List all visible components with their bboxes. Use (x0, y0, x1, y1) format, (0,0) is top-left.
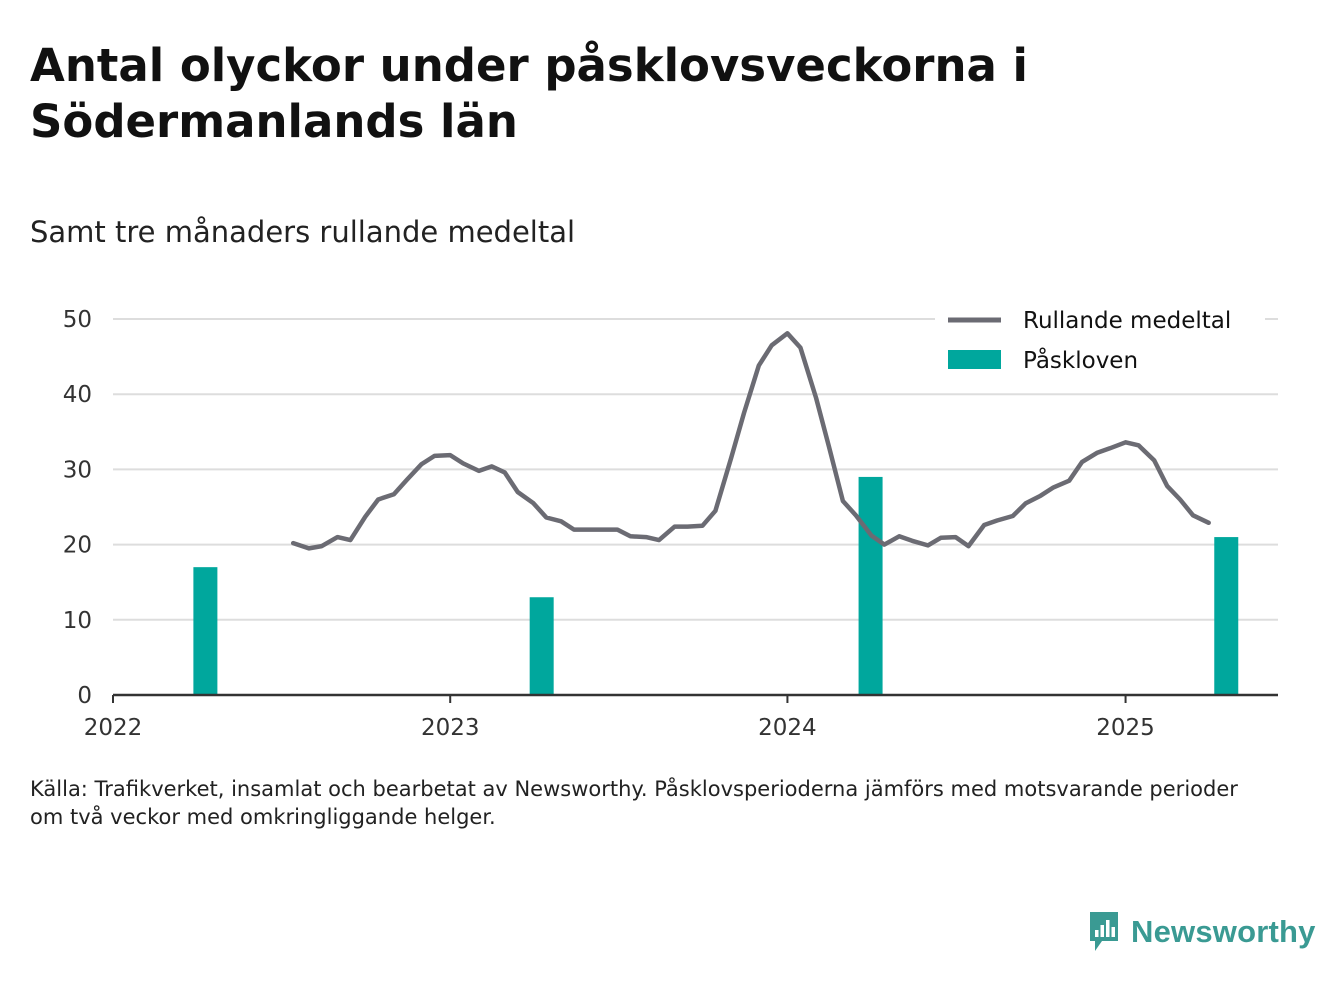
chart-title: Antal olyckor under påsklovsveckorna i S… (30, 39, 1028, 148)
legend-background (935, 298, 1265, 384)
bar (529, 597, 554, 695)
chart-subtitle: Samt tre månaders rullande medeltal (30, 215, 576, 249)
bar (858, 476, 883, 695)
y-tick-label: 0 (77, 683, 92, 709)
y-tick-label: 40 (63, 382, 92, 408)
y-tick-label: 10 (63, 608, 92, 634)
legend-label: Påskloven (1023, 346, 1138, 374)
chart: 0 10 20 30 40 50 2022 2023 2024 2025 Rullande mede… (62, 298, 1278, 741)
x-tick-label: 2023 (421, 715, 480, 741)
legend-label: Rullande medeltal (1023, 308, 1231, 334)
x-tick-label: 2022 (84, 715, 143, 741)
x-tick-label: 2024 (758, 715, 817, 741)
newsworthy-logo-icon (1090, 912, 1118, 951)
y-tick-label: 50 (63, 307, 92, 333)
bar (1214, 537, 1239, 695)
y-tick-label: 20 (63, 533, 92, 559)
y-tick-label: 30 (63, 457, 92, 483)
logo-text: Newsworthy (1131, 914, 1316, 949)
source-line-2: om två veckor med omkringliggande helger… (30, 805, 496, 829)
rolling-average-line (290, 331, 1211, 551)
source-line-1: Källa: Trafikverket, insamlat och bearbe… (30, 777, 1238, 801)
newsworthy-logo: Newsworthy (1087, 910, 1316, 954)
legend-bar-swatch (948, 350, 1001, 369)
source-note: Källa: Trafikverket, insamlat och bearbe… (30, 775, 1250, 831)
bar (193, 567, 218, 695)
x-tick-label: 2025 (1096, 715, 1155, 741)
